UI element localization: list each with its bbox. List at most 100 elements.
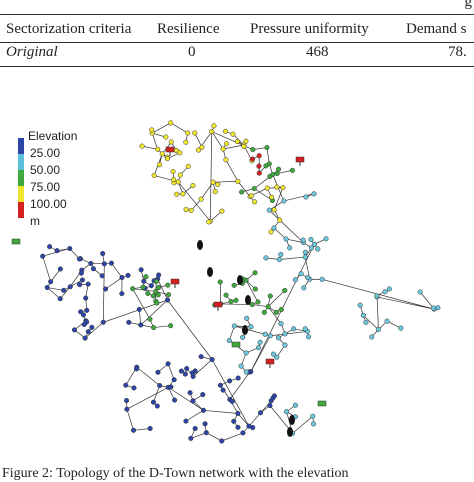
junction [203, 422, 208, 427]
junction [58, 267, 63, 272]
legend-label: 25.00 [30, 146, 60, 160]
junction [418, 290, 423, 295]
junction [282, 288, 287, 293]
pipe [226, 160, 238, 182]
junction [192, 131, 197, 136]
junction [299, 271, 304, 276]
junction [156, 293, 161, 298]
junction [168, 121, 173, 126]
junction [165, 156, 170, 161]
junction [302, 286, 307, 291]
junction [100, 274, 105, 279]
junction [207, 220, 212, 225]
junction [184, 140, 189, 145]
junction [174, 192, 179, 197]
junction [156, 285, 161, 290]
junction [130, 286, 135, 291]
pipe [284, 194, 314, 201]
pipe [186, 410, 204, 421]
tank [214, 302, 222, 307]
junction [272, 394, 277, 399]
junction [283, 343, 288, 348]
junction [279, 321, 284, 326]
pipe [268, 290, 285, 306]
junction [249, 193, 254, 198]
junction [241, 431, 246, 436]
junction [171, 177, 176, 182]
junction [361, 313, 366, 318]
junction [387, 287, 392, 292]
junction [218, 383, 223, 388]
pipe [201, 182, 213, 199]
junction [160, 152, 165, 157]
junction [268, 333, 273, 338]
pipe [127, 387, 168, 409]
junction [201, 408, 206, 413]
junction [236, 411, 241, 416]
junction [145, 291, 150, 296]
pipe [168, 364, 174, 380]
junction [257, 171, 262, 176]
junction [268, 174, 273, 179]
junction [272, 226, 277, 231]
junction [47, 244, 52, 249]
junction [171, 169, 176, 174]
junction [164, 135, 169, 140]
pipe [171, 123, 188, 133]
junction [141, 285, 146, 290]
junction [283, 332, 288, 337]
junction [232, 324, 237, 329]
junction [184, 419, 189, 424]
junction [274, 310, 279, 315]
junction [244, 139, 249, 144]
junction [139, 267, 144, 272]
junction [301, 238, 306, 243]
junction [220, 209, 225, 214]
junction [240, 335, 245, 340]
junction [176, 180, 181, 185]
caption: Figure 2: Topology of the D-Town network… [2, 466, 349, 482]
pipe [106, 278, 122, 289]
pipe [154, 326, 171, 328]
junction [154, 279, 159, 284]
junction [257, 164, 262, 169]
junction [305, 275, 310, 280]
junction [169, 140, 174, 145]
junction [109, 261, 114, 266]
junction [89, 325, 94, 330]
junction [250, 157, 255, 162]
junction [189, 208, 194, 213]
junction [244, 351, 249, 356]
junction [281, 199, 286, 204]
junction [193, 426, 198, 431]
junction [156, 370, 161, 375]
junction [134, 367, 139, 372]
junction [269, 195, 274, 200]
junction [239, 364, 244, 369]
junction [210, 357, 215, 362]
junction [100, 251, 105, 256]
junction [89, 261, 94, 266]
junction [172, 398, 177, 403]
pipe [213, 181, 238, 182]
junction [221, 147, 226, 152]
junction [284, 237, 289, 242]
pipe [111, 263, 122, 277]
junction [239, 190, 244, 195]
junction [256, 300, 261, 305]
pipe [153, 385, 159, 402]
junction [48, 279, 53, 284]
junction [83, 336, 88, 341]
junction [268, 403, 273, 408]
junction [68, 284, 73, 289]
junction [272, 208, 277, 213]
pump [287, 427, 293, 437]
junction [256, 345, 261, 350]
junction [120, 291, 125, 296]
junction [309, 246, 314, 251]
pipe [210, 132, 211, 222]
junction [276, 167, 281, 172]
junction [177, 150, 182, 155]
junction [431, 306, 436, 311]
